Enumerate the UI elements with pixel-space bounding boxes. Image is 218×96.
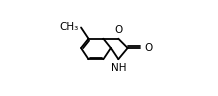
Text: O: O bbox=[114, 25, 123, 35]
Text: CH₃: CH₃ bbox=[59, 22, 78, 32]
Text: O: O bbox=[144, 43, 152, 53]
Text: NH: NH bbox=[111, 63, 126, 73]
